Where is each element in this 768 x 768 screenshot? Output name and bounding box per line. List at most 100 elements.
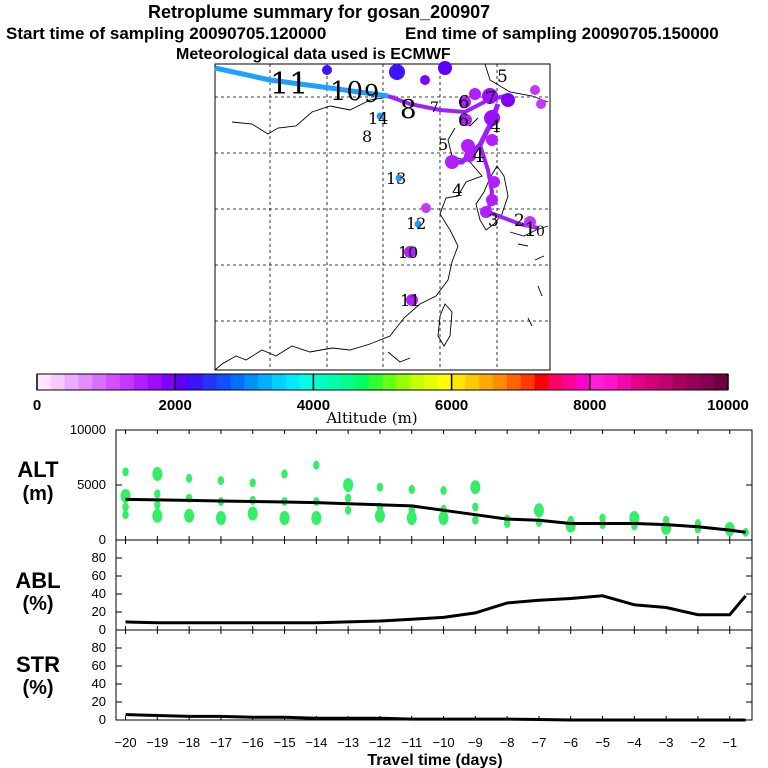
cluster-marker <box>438 61 452 75</box>
cluster-marker <box>460 114 472 126</box>
altitude-cluster-point <box>408 484 415 494</box>
day-label: 8 <box>362 127 372 146</box>
colorbar-swatch <box>465 374 480 390</box>
cluster-marker <box>530 85 540 95</box>
colorbar-swatch <box>562 374 577 390</box>
colorbar-swatch <box>244 374 259 390</box>
x-tick-label: −3 <box>659 735 674 750</box>
colorbar-swatch <box>341 374 356 390</box>
colorbar-swatch <box>672 374 688 390</box>
colorbar-swatch <box>64 374 79 390</box>
x-tick-label: −13 <box>337 735 359 750</box>
day-label: 14 <box>368 109 388 128</box>
colorbar-swatch <box>313 374 328 390</box>
colorbar-swatch <box>382 374 397 390</box>
altitude-cluster-point <box>184 508 195 523</box>
cluster-marker <box>480 206 492 218</box>
altitude-cluster-point <box>215 511 226 525</box>
day-label: 11 <box>400 291 420 310</box>
cluster-marker <box>421 203 431 213</box>
y-tick-label: 60 <box>92 568 106 583</box>
x-tick-label: −11 <box>401 735 422 750</box>
colorbar-swatch <box>216 374 231 390</box>
colorbar-swatch <box>575 374 591 390</box>
colorbar-tick-label: 10000 <box>707 397 749 414</box>
colorbar-swatch <box>396 374 411 390</box>
panel-unit: (%) <box>22 593 53 615</box>
altitude-cluster-point <box>438 511 449 525</box>
colorbar-swatch <box>658 374 674 390</box>
colorbar-swatch <box>645 374 660 390</box>
colorbar-swatch <box>506 374 522 390</box>
y-tick-label: 0 <box>99 622 106 637</box>
cluster-markers <box>322 61 546 306</box>
day-label: 9 <box>364 80 379 108</box>
day-label: 7 <box>430 100 439 116</box>
altitude-cluster-point <box>599 513 606 523</box>
altitude-cluster-point <box>122 510 129 520</box>
colorbar-swatch <box>230 374 245 390</box>
day-label: 0 <box>536 224 545 240</box>
colorbar-swatch <box>603 374 618 390</box>
x-tick-label: −8 <box>500 735 515 750</box>
cluster-marker <box>536 99 546 109</box>
altitude-cluster-point <box>742 527 749 537</box>
day-label: 8 <box>400 95 417 125</box>
colorbar-swatch <box>189 374 204 390</box>
panel-unit: (%) <box>22 677 53 699</box>
series-line <box>125 497 746 534</box>
colorbar-swatch <box>479 374 494 390</box>
y-tick-label: 20 <box>92 694 106 709</box>
day-label: 11 <box>270 67 308 102</box>
y-tick-label: 10000 <box>70 422 106 437</box>
cluster-marker <box>376 112 384 120</box>
altitude-cluster-point <box>122 502 129 512</box>
x-axis-title: Travel time (days) <box>367 752 502 768</box>
colorbar-swatch <box>493 374 508 390</box>
day-label: 2 <box>514 211 525 231</box>
start-time-label: Start time of sampling 20090705.120000 <box>6 24 327 43</box>
cluster-marker <box>414 220 422 228</box>
altitude-cluster-point <box>470 480 481 495</box>
end-time-label: End time of sampling 20090705.150000 <box>405 24 719 43</box>
colorbar-swatch <box>78 374 93 390</box>
cluster-marker <box>406 294 418 306</box>
x-tick-label: −7 <box>532 735 547 750</box>
cluster-marker <box>389 64 405 80</box>
y-tick-label: 5000 <box>77 477 106 492</box>
cluster-marker <box>445 155 459 169</box>
day-label: 6 <box>458 92 469 113</box>
cluster-marker <box>501 93 515 107</box>
day-label: 10 <box>330 77 363 107</box>
x-tick-label: −17 <box>210 735 232 750</box>
altitude-cluster-point <box>311 511 322 525</box>
y-tick-label: 0 <box>99 532 106 547</box>
altitude-cluster-point <box>376 482 384 492</box>
trajectory-map: 11 10 9 8 14 13 12 10 11 8 7 6 5 4 3 2 1… <box>214 61 551 371</box>
series-line <box>125 713 746 722</box>
colorbar-swatch <box>147 374 162 390</box>
day-label: 1 <box>524 217 537 241</box>
y-tick-label: 80 <box>92 640 106 655</box>
y-tick-label: 20 <box>92 604 106 619</box>
altitude-cluster-point <box>472 515 479 525</box>
colorbar-swatch <box>299 374 314 390</box>
panel-label: ABL <box>15 568 60 593</box>
cluster-marker <box>404 246 416 258</box>
cluster-marker <box>461 139 475 153</box>
x-tick-label: −4 <box>627 735 642 750</box>
altitude-cluster-point <box>533 503 544 518</box>
colorbar-swatch <box>451 374 466 390</box>
cluster-marker <box>420 75 430 85</box>
x-tick-label: −14 <box>305 735 327 750</box>
day-label: 4 <box>452 181 463 201</box>
colorbar-swatch <box>37 374 52 390</box>
day-label: 6 <box>458 111 469 131</box>
x-tick-label: −2 <box>691 735 706 750</box>
panel-2: ABL(%) 0 20 40 60 80 <box>15 539 753 637</box>
altitude-cluster-point <box>217 476 225 486</box>
x-tick-label: −20 <box>115 735 137 750</box>
colorbar-swatch <box>202 374 218 390</box>
